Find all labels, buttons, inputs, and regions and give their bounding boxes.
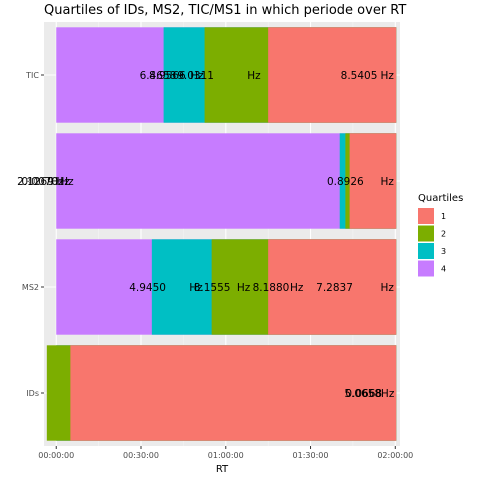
x-tick-label: 00:30:00 <box>123 451 159 460</box>
bar-label-ms2: Hz <box>290 282 304 294</box>
legend-label-3: 3 <box>441 247 446 256</box>
bar-label-ric: Hz <box>380 176 394 188</box>
bar-label-ms2: Hz <box>189 282 203 294</box>
bar-label-tic: Hz <box>190 70 204 82</box>
y-axis: IDs MS2 RIC TIC <box>22 71 44 398</box>
bar-label-ric: 0.8926 <box>327 176 364 188</box>
bar-label-ms2: Hz <box>237 282 251 294</box>
legend-label-2: 2 <box>441 230 446 239</box>
x-tick-label: 00:00:00 <box>38 451 74 460</box>
bar-label-ms2: 7.2837 <box>316 282 353 294</box>
bar-label-ids: 5.0658 <box>344 388 381 400</box>
x-tick-label: 01:00:00 <box>208 451 244 460</box>
bar-ms2-q1 <box>268 239 397 335</box>
legend-key-1 <box>418 208 434 224</box>
bar-ric-q1 <box>349 133 397 229</box>
legend-items: 1 2 3 4 <box>418 208 446 277</box>
bar-label-ric: Hz <box>60 176 74 188</box>
bar-label-ric: 0.0070 <box>21 176 58 188</box>
x-axis-title: RT <box>216 464 229 475</box>
bar-ids-q1 <box>70 345 397 441</box>
bar-label-tic: 6.4658 <box>140 70 177 82</box>
bar-label-ric: Hz <box>50 176 64 188</box>
bar-label-tic: 8.5405 <box>341 70 378 82</box>
bars <box>46 27 397 441</box>
bar-label-tic: Hz <box>380 70 394 82</box>
bar-label-tic: 9.0311 <box>177 70 214 82</box>
bar-label-ms2: Hz <box>380 282 394 294</box>
legend: Quartiles 1 2 3 4 <box>418 193 463 277</box>
y-tick-label: IDs <box>26 389 39 398</box>
bar-ric-q4 <box>56 133 397 229</box>
bar-label-ric: Hz <box>56 176 70 188</box>
bar-label-tic: 8.9566 <box>149 70 186 82</box>
bar-label-ric: 2.1269 <box>17 176 54 188</box>
y-tick-label: RIC <box>25 177 39 186</box>
bar-label-ms2: 4.9450 <box>129 282 166 294</box>
x-tick-label: 02:00:00 <box>377 451 413 460</box>
legend-key-4 <box>418 260 434 277</box>
bar-label-ms2: 8.1880 <box>253 282 290 294</box>
bar-label-ids: Hz <box>381 388 395 400</box>
legend-title: Quartiles <box>418 193 463 204</box>
legend-label-4: 4 <box>441 265 446 274</box>
legend-label-1: 1 <box>441 212 446 221</box>
x-tick-label: 01:30:00 <box>293 451 329 460</box>
bar-label-ms2: 8.1555 <box>194 282 231 294</box>
legend-key-2 <box>418 225 434 242</box>
bar-label-tic: Hz <box>247 70 261 82</box>
x-axis: 00:00:00 00:30:00 01:00:00 01:30:00 02:00:00 <box>38 446 413 460</box>
legend-key-3 <box>418 243 434 259</box>
y-tick-label: TIC <box>25 71 39 80</box>
bar-label-ids: 0.0668 <box>345 388 382 400</box>
y-tick-label: MS2 <box>22 283 39 292</box>
bar-tic-q1 <box>268 27 397 123</box>
chart-title: Quartiles of IDs, MS2, TIC/MS1 in which … <box>44 3 406 18</box>
